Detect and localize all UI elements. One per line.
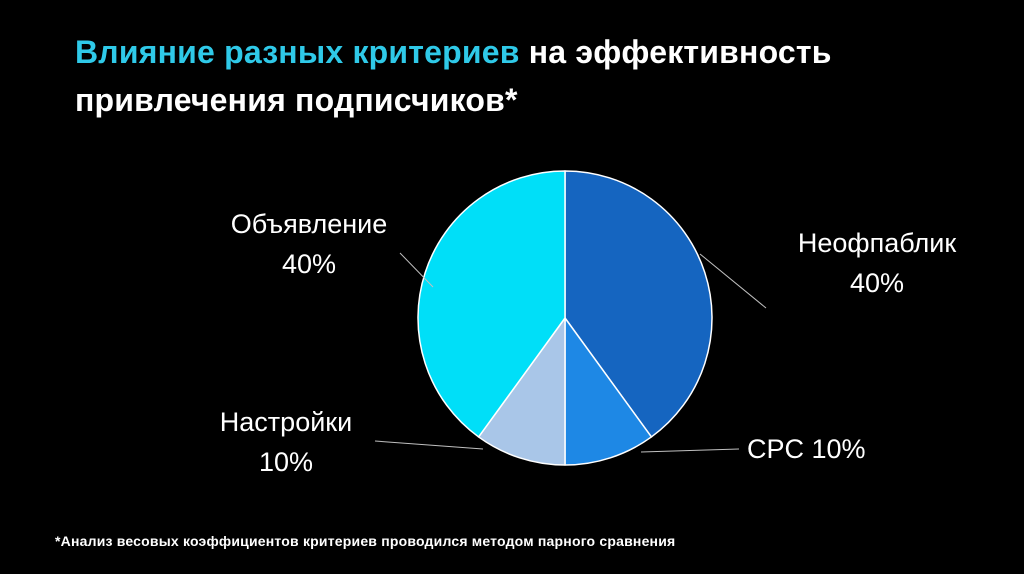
callout-neofpablik-label: Неофпаблик <box>797 228 957 258</box>
callout-nastroyki: Настройки 10% <box>176 402 396 482</box>
page-title: Влияние разных критериев на эффективност… <box>75 28 985 124</box>
callout-nastroyki-label: Настройки <box>219 407 353 437</box>
pie-slice-nastroyki <box>477 317 566 466</box>
callout-neofpablik-value: 40% <box>849 268 905 298</box>
callout-obyavlenie-label: Объявление <box>230 209 388 239</box>
pie-chart <box>416 169 714 467</box>
callout-cpc-label: CPC 10% <box>747 434 866 464</box>
callout-obyavlenie: Объявление 40% <box>199 204 419 284</box>
footnote: *Анализ весовых коэффициентов критериев … <box>55 533 676 549</box>
callout-cpc: CPC 10% <box>747 429 866 469</box>
pie-chart-svg <box>417 170 713 466</box>
callout-obyavlenie-value: 40% <box>281 249 337 279</box>
callout-neofpablik: Неофпаблик 40% <box>767 223 987 303</box>
title-rest: на эффективность привлечения подписчиков… <box>75 34 832 118</box>
pie-slice-cpc <box>564 317 653 466</box>
title-highlight: Влияние разных критериев <box>75 34 520 70</box>
callout-nastroyki-value: 10% <box>258 447 314 477</box>
